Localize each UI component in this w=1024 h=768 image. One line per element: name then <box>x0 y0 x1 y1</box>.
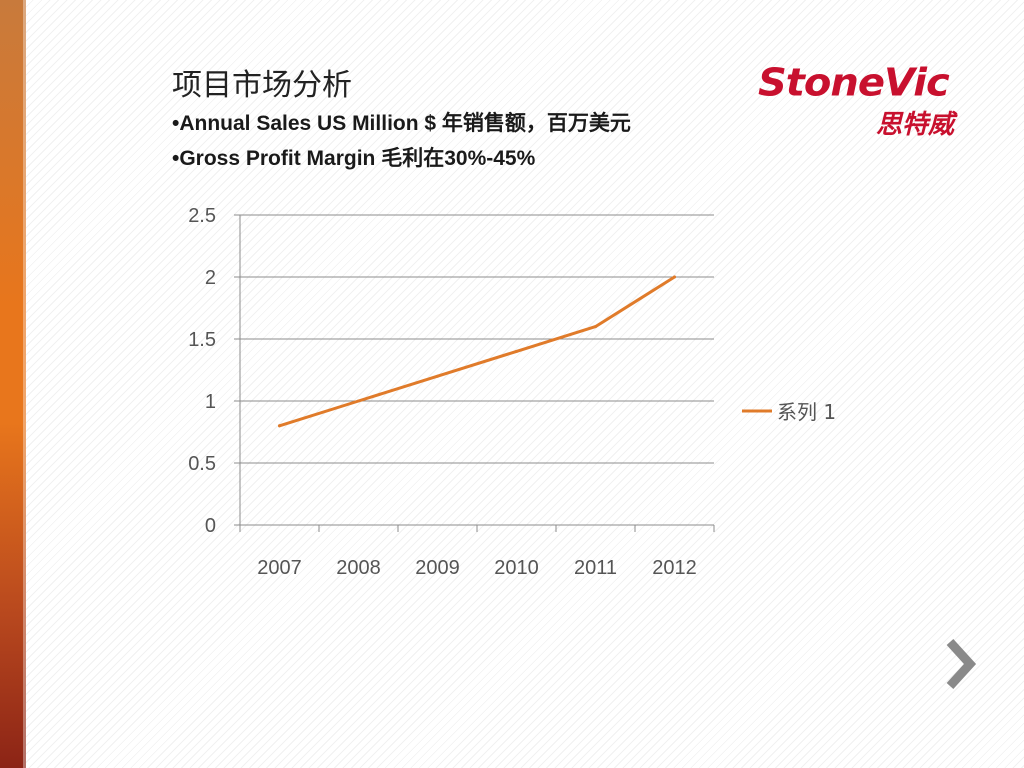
data-point-2007 <box>278 424 281 428</box>
y-axis-tick-labels: 0 0.5 1 1.5 2 2.5 <box>188 205 216 537</box>
y-tick-label-0: 0 <box>205 515 216 537</box>
y-tick-label-1: 1 <box>205 391 216 413</box>
bullet-gross-margin: •Gross Profit Margin 毛利在30%-45% <box>172 147 536 170</box>
x-tick-label-2009: 2009 <box>415 557 460 579</box>
logo-text-cn: 思特威 <box>875 110 954 140</box>
data-point-2012 <box>673 275 676 279</box>
y-tick-label-0.5: 0.5 <box>188 453 216 475</box>
x-tick-label-2008: 2008 <box>336 557 381 579</box>
bullet-annual-sales: •Annual Sales US Million $ 年销售额，百万美元 <box>172 112 631 135</box>
sales-line-chart: 0 0.5 1 1.5 2 2.5 2007 2008 2009 2010 2011 2012 系列… <box>188 205 836 579</box>
next-slide-button[interactable] <box>940 636 980 692</box>
data-point-2010 <box>515 349 518 353</box>
series-line-1 <box>278 275 676 428</box>
y-tick-label-2.5: 2.5 <box>188 205 216 227</box>
x-tick-label-2011: 2011 <box>574 557 617 579</box>
x-tick-label-2010: 2010 <box>494 557 539 579</box>
x-tick-label-2012: 2012 <box>652 557 697 579</box>
x-tick-label-2007: 2007 <box>257 557 302 579</box>
company-logo: StoneVic 思特威 <box>758 60 958 140</box>
legend-label-series-1: 系列 1 <box>777 400 836 424</box>
y-tick-label-1.5: 1.5 <box>188 329 216 351</box>
chart-axes <box>234 214 715 532</box>
x-axis-tick-labels: 2007 2008 2009 2010 2011 2012 <box>257 557 697 579</box>
data-point-2008 <box>357 399 360 403</box>
side-accent-bar <box>0 0 26 768</box>
chart-series <box>278 275 676 428</box>
y-tick-label-2: 2 <box>205 267 216 289</box>
chart-legend: 系列 1 <box>742 400 836 424</box>
chevron-right-icon <box>946 638 977 690</box>
logo-text-en: StoneVic <box>758 61 950 105</box>
data-point-2011 <box>594 325 597 329</box>
data-point-2009 <box>436 374 439 378</box>
chart-gridlines <box>240 214 714 464</box>
slide-title: 项目市场分析 <box>172 68 352 103</box>
